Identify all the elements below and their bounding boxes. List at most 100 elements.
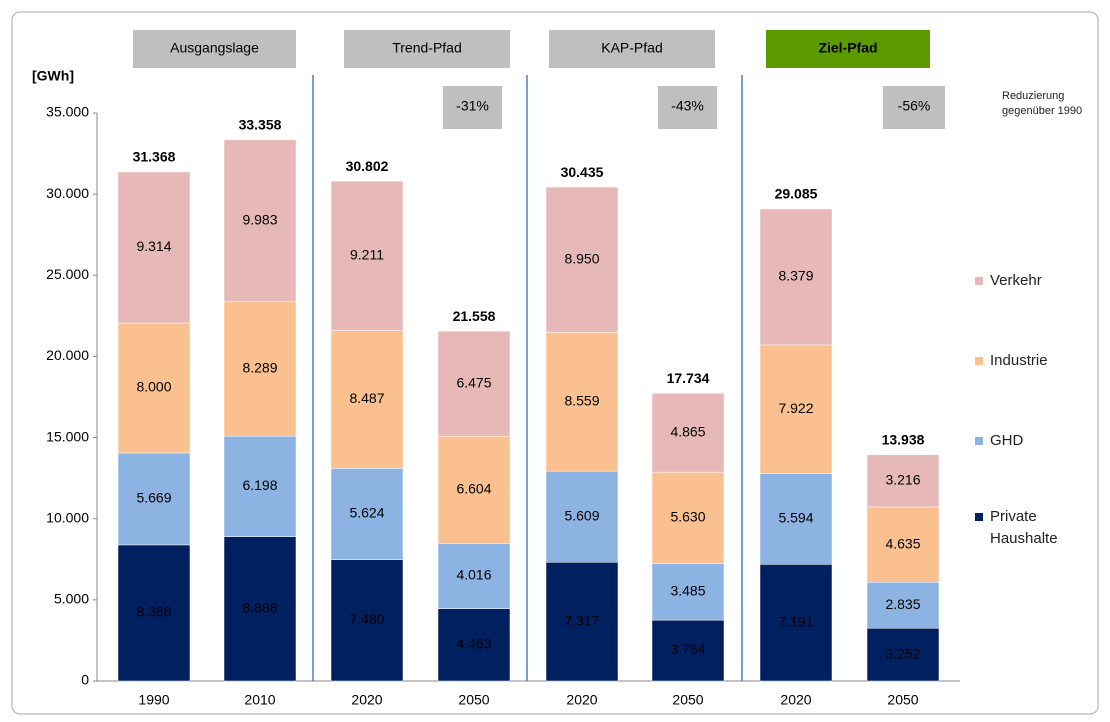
bar-segment: [330, 468, 404, 560]
x-tick-label: 2050: [887, 692, 918, 708]
bar-segment: [866, 454, 940, 508]
data-label: 5.609: [564, 507, 599, 523]
legend-label: Private Haushalte: [990, 508, 1058, 547]
bar-segment: [330, 180, 404, 331]
x-tick-label: 2050: [672, 692, 703, 708]
group-header-box: [133, 30, 296, 68]
bar-segment: [437, 543, 511, 609]
group-header: Ziel-Pfad: [818, 40, 877, 56]
y-tick-label: 20.000: [46, 347, 89, 363]
data-label: 3.485: [670, 583, 705, 599]
x-tick-label: 1990: [138, 692, 169, 708]
bar-segment: [759, 344, 833, 474]
bar-segment: [651, 563, 725, 621]
reduction-label: -31%: [456, 98, 489, 114]
bar-segment: [545, 470, 619, 563]
data-label: 3.252: [885, 645, 920, 661]
x-tick-label: 2020: [780, 692, 811, 708]
total-label: 17.734: [667, 370, 710, 386]
data-label: 7.191: [778, 613, 813, 629]
bar-segment: [223, 139, 297, 302]
bar-segment: [437, 330, 511, 437]
data-label: 9.983: [242, 211, 277, 227]
legend-label: Industrie: [990, 352, 1048, 369]
total-label: 29.085: [775, 186, 818, 202]
data-label: 2.835: [885, 596, 920, 612]
bar-segment: [651, 471, 725, 564]
data-label: 6.604: [456, 481, 491, 497]
reduction-label: -56%: [898, 98, 931, 114]
legend-label: Verkehr: [990, 272, 1042, 289]
y-tick-label: 5.000: [54, 591, 89, 607]
bar-segment: [545, 186, 619, 333]
group-header-box: [549, 30, 715, 68]
data-label: 6.475: [456, 374, 491, 390]
x-tick-label: 2020: [351, 692, 382, 708]
data-label: 8.950: [564, 250, 599, 266]
data-label: 9.314: [136, 238, 171, 254]
bar-segment: [759, 208, 833, 346]
data-label: 8.888: [242, 600, 277, 616]
bar-segment: [437, 608, 511, 682]
data-label: 4.865: [670, 423, 705, 439]
bar-segment: [223, 536, 297, 682]
bar-segment: [330, 559, 404, 682]
bar-segment: [651, 392, 725, 473]
total-label: 30.435: [561, 164, 604, 180]
legend-label: GHD: [990, 432, 1024, 449]
data-label: 8.487: [349, 390, 384, 406]
group-header-box: [344, 30, 510, 68]
y-tick-label: 10.000: [46, 509, 89, 525]
data-label: 8.559: [564, 392, 599, 408]
x-tick-label: 2020: [566, 692, 597, 708]
y-axis-label: [GWh]: [32, 68, 74, 84]
data-label: 7.922: [778, 400, 813, 416]
total-label: 30.802: [346, 158, 389, 174]
bar-segment: [759, 564, 833, 682]
reduction-box: [883, 86, 945, 129]
data-label: 8.386: [136, 604, 171, 620]
bar-segment: [117, 452, 191, 546]
reduction-label: -43%: [671, 98, 704, 114]
legend-swatch: [975, 513, 983, 521]
data-label: 4.016: [456, 567, 491, 583]
bar-segment: [223, 301, 297, 437]
data-label: 5.594: [778, 510, 813, 526]
total-label: 33.358: [239, 116, 282, 132]
data-label: 8.379: [778, 268, 813, 284]
data-label: 3.216: [885, 472, 920, 488]
y-tick-label: 15.000: [46, 428, 89, 444]
data-label: 5.624: [349, 505, 384, 521]
legend-swatch: [975, 437, 983, 445]
legend-swatch: [975, 357, 983, 365]
data-label: 9.211: [350, 247, 384, 263]
group-header: Ausgangslage: [170, 40, 259, 56]
bar-segment: [759, 473, 833, 565]
data-label: 8.289: [242, 360, 277, 376]
bar-segment: [545, 562, 619, 682]
y-tick-label: 25.000: [46, 266, 89, 282]
reduction-note: Reduzierung gegenüber 1990: [1002, 90, 1083, 117]
data-label: 8.000: [136, 379, 171, 395]
data-label: 5.669: [136, 490, 171, 506]
reduction-box: [658, 86, 717, 129]
data-label: 4.635: [885, 535, 920, 551]
y-tick-label: 35.000: [46, 104, 89, 120]
bar-segment: [117, 322, 191, 454]
group-header-box: [766, 30, 930, 68]
bar-segment: [330, 330, 404, 469]
data-label: 3.754: [670, 641, 705, 657]
bar-segment: [651, 619, 725, 682]
bar-segment: [117, 171, 191, 324]
bar-segment: [866, 627, 940, 682]
total-label: 13.938: [882, 432, 925, 448]
data-label: 4.463: [456, 635, 491, 651]
group-header: KAP-Pfad: [601, 40, 662, 56]
bar-segment: [545, 332, 619, 472]
total-label: 21.558: [453, 308, 496, 324]
data-label: 7.317: [564, 612, 599, 628]
x-tick-label: 2050: [458, 692, 489, 708]
data-label: 5.630: [670, 509, 705, 525]
